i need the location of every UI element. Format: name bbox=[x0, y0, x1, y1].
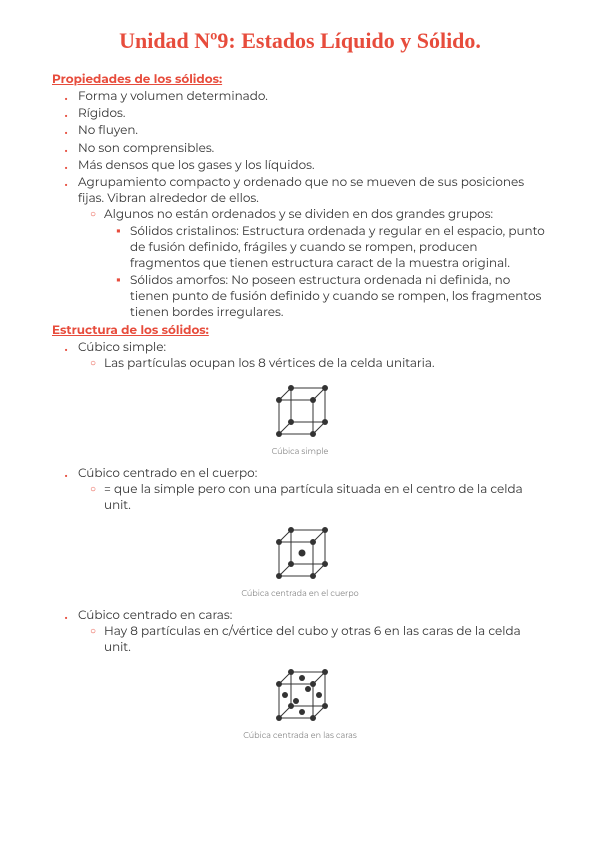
list-item: No son comprensibles. bbox=[78, 141, 548, 157]
figure-cubic-simple: Cúbica simple bbox=[52, 376, 548, 458]
section-structure-heading: Estructura de los sólidos: bbox=[52, 323, 548, 338]
list-item-text: Agrupamiento compacto y ordenado que no … bbox=[78, 175, 524, 206]
figure-caption: Cúbica simple bbox=[272, 448, 329, 458]
list-item: Más densos que los gases y los líquidos. bbox=[78, 158, 548, 174]
list-item: Las partículas ocupan los 8 vértices de … bbox=[104, 356, 548, 372]
list-item: Sólidos cristalinos: Estructura ordenada… bbox=[130, 224, 548, 273]
list-item: Sólidos amorfos: No poseen estructura or… bbox=[130, 273, 548, 322]
list-item-text: Cúbico centrado en el cuerpo: bbox=[78, 466, 257, 481]
list-item: = que la simple pero con una partícula s… bbox=[104, 482, 548, 514]
cubic-simple-svg bbox=[265, 376, 335, 446]
list-item-cubic-body: Cúbico centrado en el cuerpo: = que la s… bbox=[78, 466, 548, 515]
figure-cubic-face: Cúbica centrada en las caras bbox=[52, 660, 548, 742]
list-item: Agrupamiento compacto y ordenado que no … bbox=[78, 175, 548, 322]
list-item-text: Cúbico centrado en caras: bbox=[78, 608, 232, 623]
subsublist: Sólidos cristalinos: Estructura ordenada… bbox=[104, 224, 548, 322]
section-properties-heading: Propiedades de los sólidos: bbox=[52, 72, 548, 87]
sublist: Las partículas ocupan los 8 vértices de … bbox=[78, 356, 548, 372]
list-item-cubic-face: Cúbico centrado en caras: Hay 8 partícul… bbox=[78, 608, 548, 657]
list-item-text: Cúbico simple: bbox=[78, 340, 166, 355]
list-item: Algunos no están ordenados y se dividen … bbox=[104, 207, 548, 321]
list-item: Hay 8 partículas en c/vértice del cubo y… bbox=[104, 624, 548, 656]
list-item: No fluyen. bbox=[78, 123, 548, 139]
figure-caption: Cúbica centrada en el cuerpo bbox=[241, 590, 358, 600]
page-title: Unidad Nº9: Estados Líquido y Sólido. bbox=[52, 28, 548, 54]
list-item-cubic-simple: Cúbico simple: Las partículas ocupan los… bbox=[78, 340, 548, 372]
sublist: Algunos no están ordenados y se dividen … bbox=[78, 207, 548, 321]
structure-list: Cúbico simple: Las partículas ocupan los… bbox=[52, 340, 548, 372]
list-item-text: Algunos no están ordenados y se dividen … bbox=[104, 207, 493, 222]
figure-cubic-body: Cúbica centrada en el cuerpo bbox=[52, 518, 548, 600]
cubic-body-svg bbox=[265, 518, 335, 588]
figure-caption: Cúbica centrada en las caras bbox=[243, 732, 357, 742]
sublist: = que la simple pero con una partícula s… bbox=[78, 482, 548, 514]
cubic-face-svg bbox=[265, 660, 335, 730]
list-item: Rígidos. bbox=[78, 106, 548, 122]
sublist: Hay 8 partículas en c/vértice del cubo y… bbox=[78, 624, 548, 656]
list-item: Forma y volumen determinado. bbox=[78, 89, 548, 105]
structure-list-3: Cúbico centrado en caras: Hay 8 partícul… bbox=[52, 608, 548, 657]
properties-list: Forma y volumen determinado. Rígidos. No… bbox=[52, 89, 548, 322]
structure-list-2: Cúbico centrado en el cuerpo: = que la s… bbox=[52, 466, 548, 515]
